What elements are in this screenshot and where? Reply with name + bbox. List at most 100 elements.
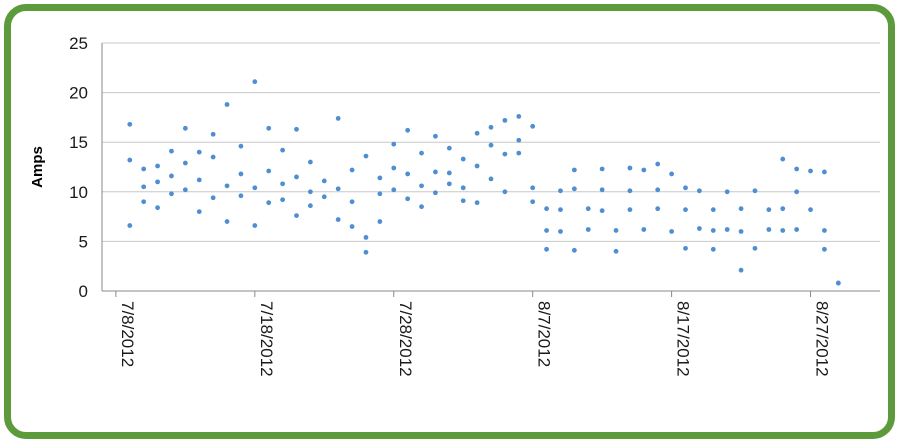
data-point bbox=[641, 227, 647, 232]
data-point bbox=[266, 200, 272, 206]
data-point bbox=[155, 163, 160, 169]
data-point bbox=[238, 171, 244, 177]
data-point bbox=[808, 207, 813, 213]
y-axis-title: Amps bbox=[29, 146, 46, 188]
data-point bbox=[544, 246, 549, 252]
data-point bbox=[724, 227, 730, 232]
data-point bbox=[696, 188, 702, 194]
data-point bbox=[558, 229, 563, 234]
data-point bbox=[419, 150, 424, 156]
data-point bbox=[363, 249, 369, 255]
data-point bbox=[613, 228, 619, 233]
data-point bbox=[446, 181, 452, 187]
data-point bbox=[558, 207, 563, 213]
data-point bbox=[266, 168, 272, 174]
data-point bbox=[238, 143, 244, 149]
data-point bbox=[210, 195, 216, 201]
data-point bbox=[766, 207, 772, 213]
data-point bbox=[488, 176, 494, 182]
data-point bbox=[141, 166, 147, 172]
data-point bbox=[405, 171, 411, 177]
data-point bbox=[446, 170, 452, 176]
data-point bbox=[655, 161, 661, 167]
data-point bbox=[571, 186, 577, 192]
data-point bbox=[210, 131, 216, 137]
data-point bbox=[752, 188, 758, 194]
scatter-chart: 0 5 10 15 20 25 Amps 7/8/2012 7/18/2012 7/28/2012… bbox=[29, 34, 880, 377]
data-point bbox=[794, 227, 800, 232]
data-point bbox=[377, 219, 383, 224]
data-point bbox=[294, 174, 299, 180]
data-point bbox=[599, 187, 605, 193]
data-point bbox=[127, 223, 133, 228]
data-point bbox=[335, 217, 341, 222]
x-tick-label: 7/28/2012 bbox=[396, 301, 415, 377]
data-point bbox=[822, 228, 827, 233]
data-point bbox=[710, 228, 716, 233]
data-point bbox=[238, 193, 244, 199]
data-point bbox=[182, 160, 188, 166]
data-point bbox=[405, 127, 411, 133]
data-point bbox=[169, 148, 174, 154]
data-point bbox=[377, 191, 383, 197]
data-point bbox=[196, 149, 202, 155]
data-point bbox=[224, 219, 230, 224]
data-point bbox=[794, 189, 800, 195]
data-point bbox=[446, 145, 452, 151]
data-point bbox=[252, 79, 258, 85]
data-point bbox=[544, 206, 549, 212]
x-tick-label: 8/7/2012 bbox=[535, 301, 554, 367]
data-point bbox=[710, 246, 716, 252]
data-point bbox=[266, 125, 272, 131]
data-point bbox=[419, 183, 424, 189]
data-point bbox=[377, 175, 383, 181]
data-point bbox=[307, 159, 313, 165]
data-point bbox=[738, 206, 744, 212]
data-point bbox=[419, 204, 424, 210]
data-point bbox=[502, 189, 508, 195]
data-point bbox=[280, 197, 286, 203]
data-point bbox=[585, 227, 591, 232]
data-point bbox=[280, 181, 286, 187]
data-point bbox=[433, 133, 438, 139]
data-point bbox=[641, 167, 647, 173]
data-point bbox=[530, 199, 536, 205]
data-point bbox=[822, 246, 827, 252]
y-tick-label: 25 bbox=[69, 34, 88, 53]
data-point bbox=[571, 247, 577, 253]
data-point bbox=[335, 115, 341, 121]
data-point bbox=[627, 207, 633, 213]
data-point bbox=[585, 206, 591, 212]
data-point bbox=[363, 153, 369, 159]
x-tick-label: 8/27/2012 bbox=[813, 301, 832, 377]
y-tick-label: 15 bbox=[69, 133, 88, 152]
data-point bbox=[141, 184, 147, 190]
data-point bbox=[460, 198, 466, 204]
data-point bbox=[182, 125, 188, 131]
x-tick-label: 7/18/2012 bbox=[257, 301, 276, 377]
data-point bbox=[321, 194, 327, 200]
data-point bbox=[349, 224, 355, 229]
data-point bbox=[196, 177, 202, 183]
data-point bbox=[474, 163, 480, 169]
data-point bbox=[321, 178, 327, 184]
data-point bbox=[766, 227, 772, 232]
data-point bbox=[516, 150, 522, 156]
data-point bbox=[224, 183, 230, 189]
data-point bbox=[433, 190, 438, 196]
data-point bbox=[391, 141, 397, 147]
data-point bbox=[530, 185, 536, 191]
data-point bbox=[391, 187, 397, 193]
data-point bbox=[433, 169, 438, 175]
data-point bbox=[571, 167, 577, 173]
chart-frame: 0 5 10 15 20 25 Amps 7/8/2012 7/18/2012 7/28/2012… bbox=[4, 4, 895, 439]
data-point bbox=[599, 166, 605, 172]
data-point bbox=[627, 165, 633, 171]
data-point bbox=[516, 137, 522, 143]
data-point bbox=[627, 188, 633, 194]
data-point bbox=[363, 235, 369, 240]
data-point bbox=[169, 191, 174, 197]
data-point bbox=[155, 179, 160, 185]
data-point bbox=[516, 114, 522, 119]
data-point bbox=[683, 185, 688, 191]
